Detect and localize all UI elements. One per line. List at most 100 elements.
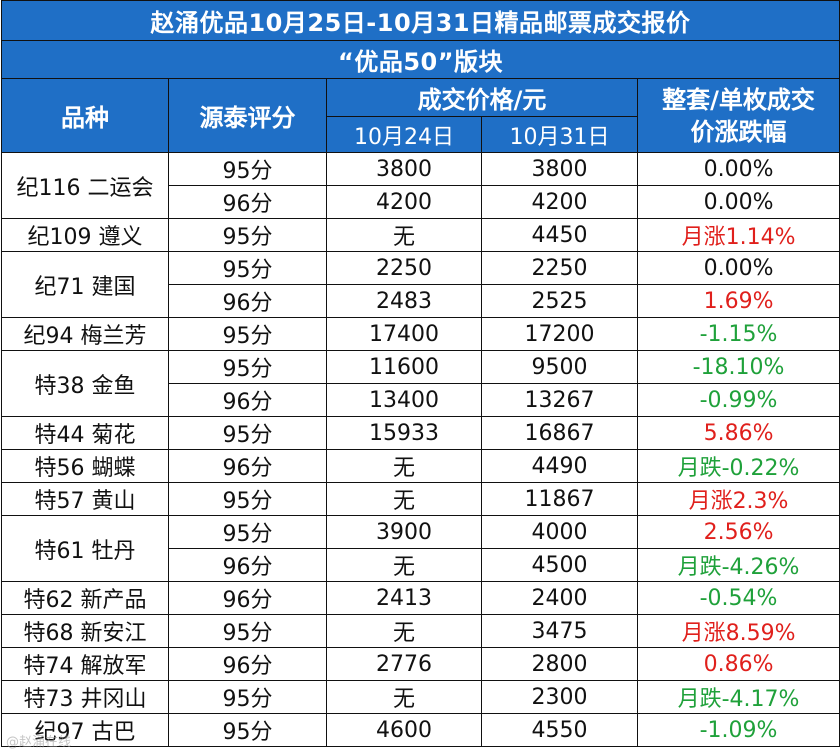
score-cell: 95分 <box>168 482 327 516</box>
table-row: 特68 新安江 95分无 3475 月涨8.59% <box>1 614 840 648</box>
price-date1-cell: 4600 <box>326 713 482 747</box>
price-date1-cell: 无 <box>326 482 482 516</box>
score-cell: 95分 <box>168 713 327 747</box>
variety-cell: 特61 牡丹 <box>1 515 169 582</box>
price-date1-cell: 13400 <box>326 383 482 417</box>
change-cell: 月涨8.59% <box>636 614 840 648</box>
table-body: 纪116 二运会 95分 3800 3800 0.00% 96分 4200 4200 0.00%… <box>1 152 840 747</box>
change-cell: -0.54% <box>636 581 840 615</box>
table-row: 96分无 4500 月跌-4.26% <box>2 548 840 582</box>
price-date1-cell: 无 <box>326 548 482 582</box>
price-date2-cell: 2800 <box>481 647 638 681</box>
variety-cell: 特73 井冈山 <box>1 680 169 714</box>
price-date1-cell: 4200 <box>326 185 482 219</box>
header-date-2: 10月31日 <box>481 116 638 153</box>
header-change-line2: 价涨跌幅 <box>690 117 787 146</box>
price-date2-cell: 2250 <box>481 251 638 285</box>
score-cell: 96分 <box>168 185 327 219</box>
price-date2-cell: 13267 <box>481 383 638 417</box>
table-row: 纪116 二运会 95分 3800 3800 0.00% <box>1 152 840 219</box>
score-cell: 95分 <box>168 317 327 351</box>
header-variety: 品种 <box>1 78 169 153</box>
header-date-1: 10月24日 <box>326 116 482 153</box>
variety-cell: 纪71 建国 <box>1 251 169 318</box>
variety-cell: 特44 菊花 <box>1 416 169 450</box>
header-price: 成交价格/元 <box>326 78 638 117</box>
variety-cell: 纪97 古巴 <box>1 713 169 747</box>
score-cell: 95分 <box>168 680 327 714</box>
score-cell: 95分 <box>168 614 327 648</box>
variety-cell: 特38 金鱼 <box>1 350 169 417</box>
change-cell: 0.00% <box>636 152 840 186</box>
price-date2-cell: 2525 <box>481 284 638 318</box>
table-row: 纪94 梅兰芳 95分 17400 17200 -1.15% <box>1 317 840 351</box>
price-date1-cell: 无 <box>326 680 482 714</box>
change-cell: 月涨2.3% <box>636 482 840 516</box>
table-header: 赵涌优品10月25日-10月31日精品邮票成交报价 “优品50”版块 品种 源泰… <box>0 0 840 153</box>
table-title: 赵涌优品10月25日-10月31日精品邮票成交报价 <box>0 0 840 41</box>
change-cell: 月涨1.14% <box>636 218 840 252</box>
table-row: 特56 蝴蝶 96分无 4490 月跌-0.22% <box>1 449 840 483</box>
score-cell: 95分 <box>168 416 327 450</box>
header-change-line1: 整套/单枚成交 <box>662 85 815 114</box>
price-date2-cell: 11867 <box>481 482 638 516</box>
score-cell: 96分 <box>168 284 327 318</box>
change-cell: 1.69% <box>636 284 840 318</box>
change-cell: 0.86% <box>636 647 840 681</box>
variety-cell: 特74 解放军 <box>1 647 169 681</box>
price-date1-cell: 2250 <box>326 251 482 285</box>
variety-cell: 特56 蝴蝶 <box>1 449 169 483</box>
score-cell: 95分 <box>168 218 327 252</box>
table-row: 纪109 遵义 95分无 4450 月涨1.14% <box>1 218 840 252</box>
price-date1-cell: 3800 <box>326 152 482 186</box>
price-date1-cell: 15933 <box>326 416 482 450</box>
price-date2-cell: 4450 <box>481 218 638 252</box>
price-date2-cell: 16867 <box>481 416 638 450</box>
header-change: 整套/单枚成交 价涨跌幅 <box>636 78 840 153</box>
variety-cell: 纪94 梅兰芳 <box>1 317 169 351</box>
score-cell: 95分 <box>168 251 327 285</box>
table-row: 96分 13400 13267 -0.99% <box>2 383 840 417</box>
price-date1-cell: 无 <box>326 614 482 648</box>
price-date1-cell: 11600 <box>326 350 482 384</box>
price-date1-cell: 3900 <box>326 515 482 549</box>
table-row: 特38 金鱼 95分 11600 9500 -18.10% <box>1 350 840 417</box>
price-date2-cell: 4550 <box>481 713 638 747</box>
variety-cell: 特57 黄山 <box>1 482 169 516</box>
table-row: 96分 2483 2525 1.69% <box>2 284 840 318</box>
price-date2-cell: 4000 <box>481 515 638 549</box>
variety-cell: 特68 新安江 <box>1 614 169 648</box>
price-date2-cell: 3475 <box>481 614 638 648</box>
price-date1-cell: 2483 <box>326 284 482 318</box>
change-cell: 月跌-4.17% <box>636 680 840 714</box>
change-cell: 2.56% <box>636 515 840 549</box>
price-date2-cell: 4200 <box>481 185 638 219</box>
header-score: 源泰评分 <box>168 78 327 153</box>
price-date2-cell: 4500 <box>481 548 638 582</box>
score-cell: 96分 <box>168 383 327 417</box>
score-cell: 95分 <box>168 152 327 186</box>
score-cell: 95分 <box>168 515 327 549</box>
score-cell: 96分 <box>168 647 327 681</box>
change-cell: 月跌-4.26% <box>636 548 840 582</box>
score-cell: 96分 <box>168 548 327 582</box>
price-date2-cell: 9500 <box>481 350 638 384</box>
score-cell: 95分 <box>168 350 327 384</box>
price-date1-cell: 无 <box>326 449 482 483</box>
price-date1-cell: 2413 <box>326 581 482 615</box>
table-row: 纪97 古巴 95分 4600 4550 -1.09% <box>1 713 840 747</box>
change-cell: 0.00% <box>636 185 840 219</box>
change-cell: 月跌-0.22% <box>636 449 840 483</box>
price-date1-cell: 无 <box>326 218 482 252</box>
price-date2-cell: 4490 <box>481 449 638 483</box>
price-date2-cell: 17200 <box>481 317 638 351</box>
change-cell: -1.15% <box>636 317 840 351</box>
table-row: 纪71 建国 95分 2250 2250 0.00% <box>1 251 840 318</box>
price-date2-cell: 2400 <box>481 581 638 615</box>
variety-cell: 特62 新产品 <box>1 581 169 615</box>
change-cell: 0.00% <box>636 251 840 285</box>
section-subtitle: “优品50”版块 <box>0 40 840 79</box>
table-row: 96分 4200 4200 0.00% <box>2 185 840 219</box>
change-cell: 5.86% <box>636 416 840 450</box>
price-date2-cell: 2300 <box>481 680 638 714</box>
